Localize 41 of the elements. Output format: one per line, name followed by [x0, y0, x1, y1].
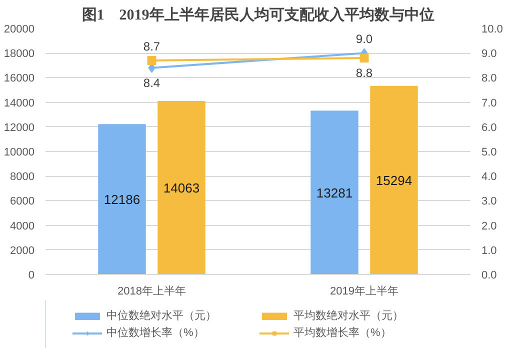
- legend-label: 平均数绝对水平（元）: [294, 309, 404, 323]
- y-tick-label: 10000: [4, 146, 35, 158]
- y-tick-label: 6000: [10, 196, 35, 208]
- y2-tick-label: 5.0: [482, 146, 497, 158]
- y2-tick-label: 1.0: [482, 244, 497, 257]
- y2-tick-label: 3.0: [482, 196, 497, 208]
- y-tick-label: 12000: [4, 122, 35, 134]
- y2-tick-label: 0.0: [482, 270, 497, 282]
- y-tick-label: 0: [28, 270, 35, 282]
- bar: [158, 101, 206, 274]
- x-tick-label: 2019年上半年: [330, 284, 398, 298]
- y-tick-label: 2000: [10, 244, 35, 257]
- y2-tick-label: 8.0: [482, 72, 497, 85]
- y-tick-label: 8000: [10, 171, 35, 184]
- x-tick-label: 2018年上半年: [118, 284, 186, 298]
- legend-label: 中位数绝对水平（元）: [106, 309, 218, 323]
- data-label: 8.8: [356, 66, 373, 80]
- bar: [370, 86, 418, 274]
- bar: [310, 110, 358, 274]
- y-tick-label: 16000: [4, 72, 35, 85]
- y2-tick-label: 9.0: [482, 48, 497, 60]
- data-label: 9.0: [356, 32, 373, 46]
- data-label: 15294: [376, 172, 412, 188]
- data-label: 13281: [316, 185, 353, 200]
- y-tick-label: 20000: [4, 24, 35, 36]
- bar: [98, 124, 146, 274]
- y2-tick-label: 2.0: [482, 220, 497, 232]
- data-label: 8.4: [143, 76, 160, 90]
- legend-label: 平均数增长率（%）: [294, 326, 392, 340]
- chart-title: 图1 2019年上半年居民人均可支配收入平均数与中位: [82, 6, 434, 24]
- y2-tick-label: 4.0: [482, 171, 497, 184]
- y-tick-label: 4000: [10, 220, 35, 232]
- y-tick-label: 14000: [4, 97, 35, 110]
- y2-tick-label: 7.0: [482, 97, 497, 110]
- data-label: 8.7: [143, 39, 160, 54]
- y2-tick-label: 6.0: [482, 122, 497, 134]
- data-label: 14063: [163, 180, 200, 196]
- legend-label: 中位数增长率（%）: [106, 326, 206, 340]
- y-tick-label: 18000: [4, 48, 35, 60]
- y2-tick-label: 10.0: [482, 24, 503, 36]
- data-label: 12186: [104, 192, 140, 208]
